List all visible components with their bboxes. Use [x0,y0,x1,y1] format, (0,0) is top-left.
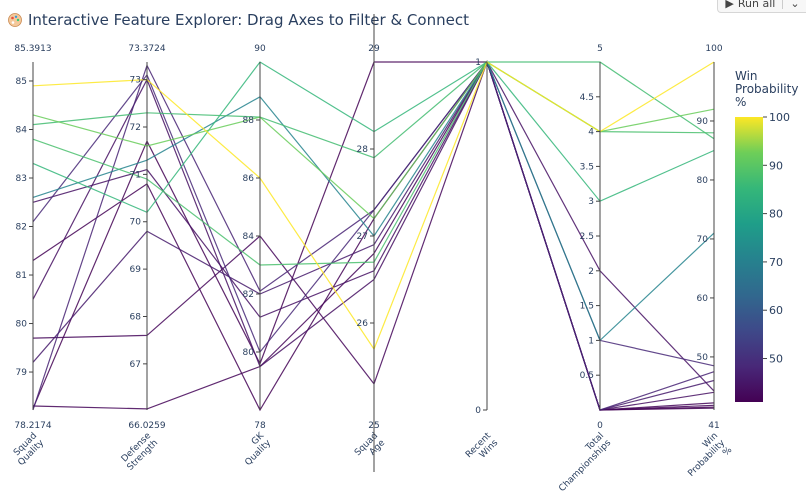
colorbar-tick-label: 70 [769,256,783,269]
tick-label: 3.5 [580,162,594,172]
tick-label: 81 [16,271,27,281]
tick-label: 82 [16,223,27,233]
axis-max-label: 100 [705,44,722,54]
play-icon: ▶ [725,0,734,10]
tick-label: 70 [130,218,142,228]
axis-title[interactable]: DefenseStrength [119,431,161,473]
axis-4[interactable]: 0 1 RecentWins [464,58,500,467]
axis-min-label: 0 [597,421,603,431]
tick-label: 86 [243,174,255,184]
tick-label: 80 [697,176,709,186]
tick-label: 0 [475,406,481,416]
tick-label: 60 [697,294,709,304]
tick-label: 67 [130,360,141,370]
axis-title[interactable]: SquadQuality [9,431,47,468]
tick-label: 28 [357,145,369,155]
colorbar-title: % [735,95,746,109]
tick-label: 82 [243,290,254,300]
colorbar-title: Win [735,69,758,83]
tick-label: 50 [697,353,709,363]
palette-icon [8,13,22,27]
run-all-label: Run all [737,0,776,10]
colorbar-tick-label: 80 [769,208,783,221]
tick-label: 90 [697,117,709,127]
tick-label: 84 [243,232,255,242]
tick-label: 84 [16,125,28,135]
axis-title[interactable]: SquadAge [353,431,388,466]
axis-max-label: 85.3913 [14,44,51,54]
axis-min-label: 41 [708,421,719,431]
colorbar-gradient [735,117,763,402]
axis-min-label: 66.0259 [128,421,165,431]
tick-label: 1.5 [580,302,594,312]
tick-label: 2 [588,267,594,277]
tick-label: 72 [130,123,141,133]
tick-label: 1 [588,336,594,346]
axis-title[interactable]: WinProbability% [679,431,734,486]
axis-min-label: 78.2174 [14,421,51,431]
axes-layer[interactable]: 79 80 81 82 83 84 85 85.3913 78.2174SquadQuality… [9,14,735,494]
tick-label: 27 [357,232,368,242]
axis-max-label: 5 [597,44,603,54]
tick-label: 71 [130,170,141,180]
axis-title[interactable]: TotalChampionships [550,431,613,494]
colorbar-tick-label: 50 [769,353,783,366]
colorbar-tick-label: 60 [769,304,783,317]
tick-label: 4.5 [580,93,594,103]
tick-label: 80 [16,320,28,330]
colorbar: WinProbability% 100 90 80 70 60 50 [735,69,798,402]
colorbar-title: Probability [735,82,798,96]
tick-label: 69 [130,265,142,275]
tick-label: 83 [16,174,27,184]
colorbar-tick-label: 100 [769,111,790,124]
axis-max-label: 73.3724 [128,44,165,54]
tick-label: 80 [243,348,255,358]
page-header: Interactive Feature Explorer: Drag Axes … [8,8,469,32]
run-all-button[interactable]: ▶ Run all ⌄ [717,0,806,13]
tick-label: 70 [697,235,709,245]
tick-label: 3 [588,197,594,207]
tick-label: 68 [130,312,142,322]
tick-label: 2.5 [580,232,594,242]
chevron-down-icon[interactable]: ⌄ [790,0,800,10]
axis-min-label: 78 [254,421,266,431]
axis-title[interactable]: RecentWins [464,431,500,467]
tick-label: 85 [16,77,27,87]
colorbar-tick-label: 90 [769,159,783,172]
tick-label: 4 [588,128,594,138]
tick-label: 73 [130,76,141,86]
tick-label: 26 [357,319,369,329]
tick-label: 1 [475,58,481,68]
tick-label: 0.5 [580,371,594,381]
axis-max-label: 90 [254,44,266,54]
axis-title[interactable]: GKQuality [236,430,274,468]
tick-label: 79 [16,368,28,378]
tick-label: 88 [243,116,255,126]
page-title: Interactive Feature Explorer: Drag Axes … [28,11,469,29]
